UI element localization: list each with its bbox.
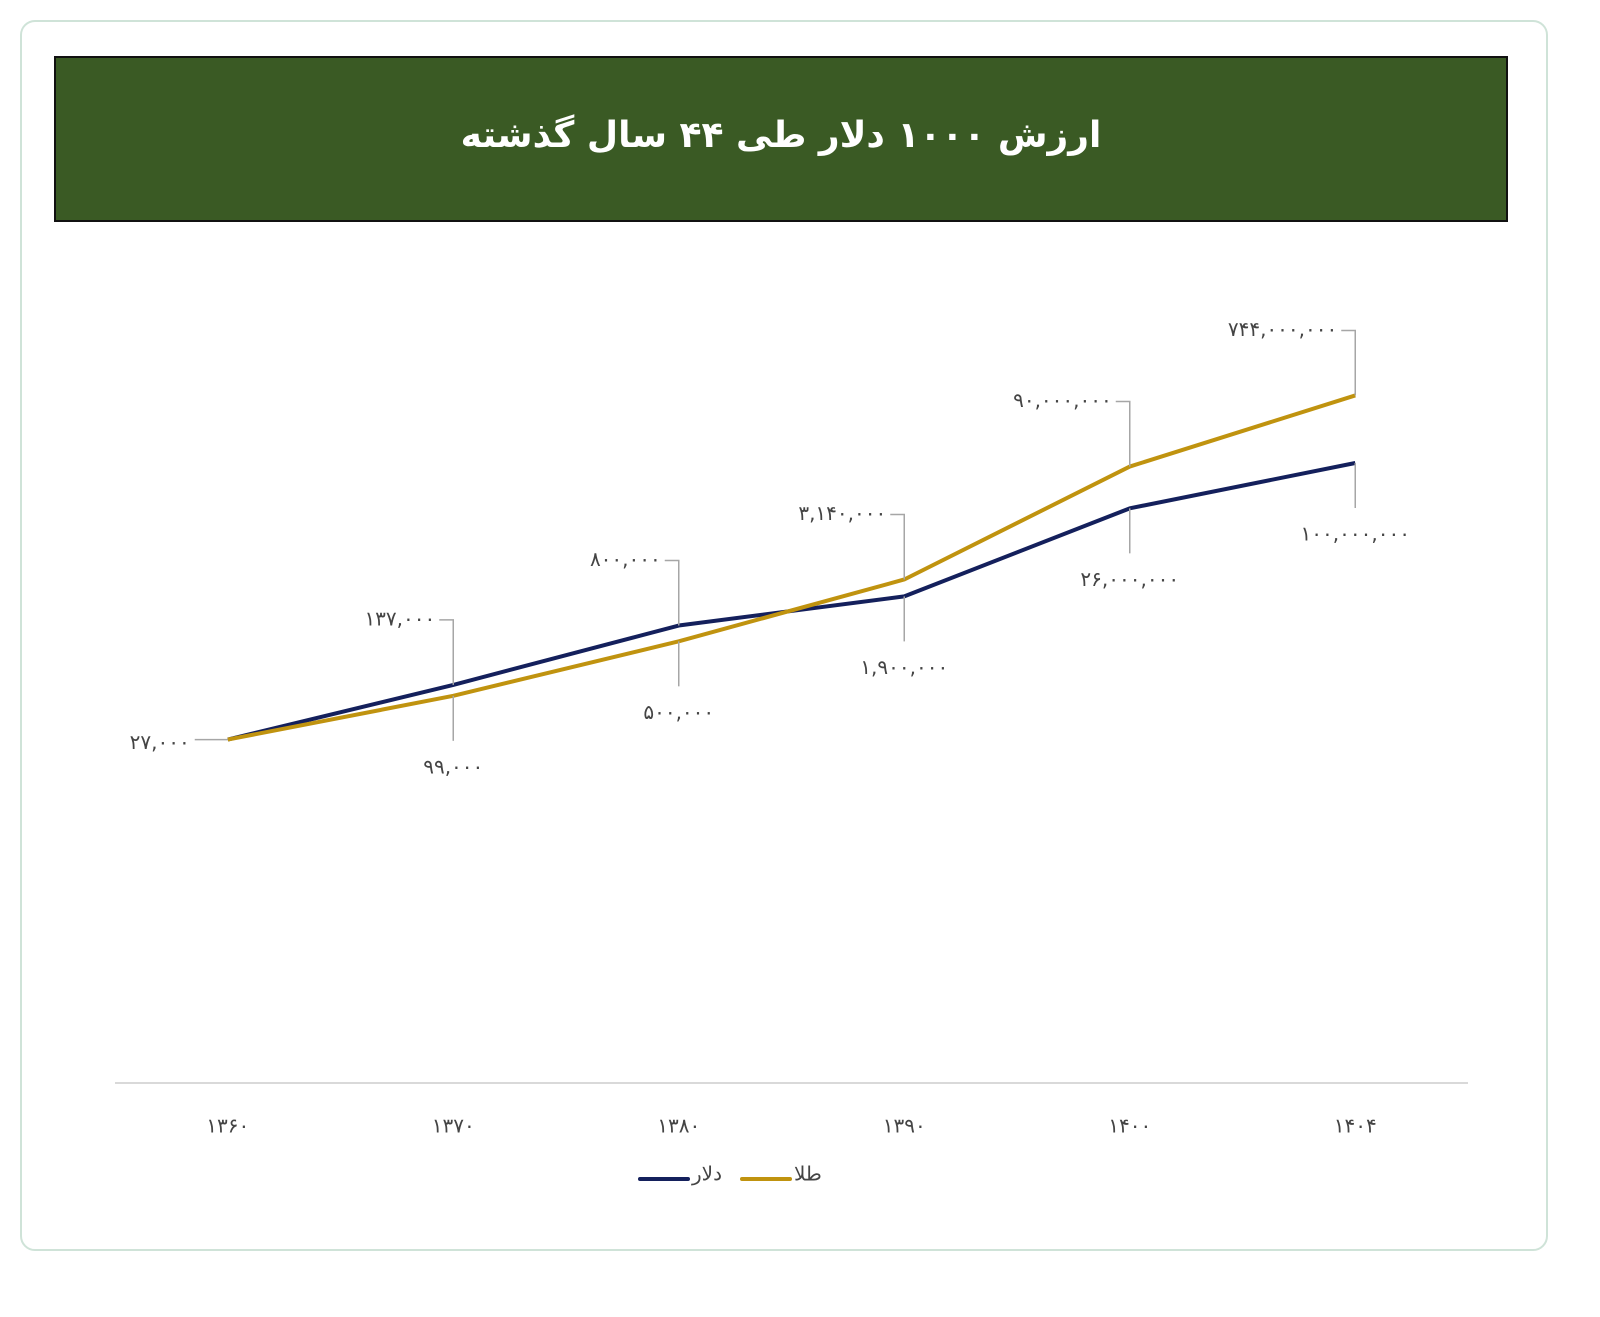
data-label: ۷۴۴,۰۰۰,۰۰۰ bbox=[1228, 317, 1337, 341]
data-label: ۹۰,۰۰۰,۰۰۰ bbox=[1013, 388, 1112, 412]
legend-label: دلار bbox=[691, 1162, 722, 1186]
data-label: ۸۰۰,۰۰۰ bbox=[590, 547, 661, 571]
x-tick-label: ۱۳۹۰ bbox=[883, 1114, 926, 1138]
x-tick-label: ۱۳۷۰ bbox=[432, 1114, 475, 1138]
data-label: ۲۷,۰۰۰ bbox=[130, 730, 190, 754]
data-label: ۱۳۷,۰۰۰ bbox=[364, 606, 435, 630]
data-label: ۵۰۰,۰۰۰ bbox=[643, 700, 714, 724]
leader-line bbox=[664, 559, 680, 626]
x-tick-label: ۱۴۰۴ bbox=[1334, 1114, 1377, 1138]
x-tick-label: ۱۳۸۰ bbox=[657, 1114, 700, 1138]
leader-line bbox=[439, 619, 454, 685]
data-label: ۲۶,۰۰۰,۰۰۰ bbox=[1080, 567, 1179, 591]
card bbox=[20, 20, 1548, 1251]
chart-title: ارزش ۱۰۰۰ دلار طی ۴۴ سال گذشته bbox=[461, 114, 1102, 156]
leader-line bbox=[890, 513, 905, 580]
data-label: ۱,۹۰۰,۰۰۰ bbox=[860, 655, 948, 679]
leader-line bbox=[1115, 400, 1131, 467]
leader-line bbox=[1341, 329, 1356, 396]
x-tick-label: ۱۳۶۰ bbox=[206, 1114, 249, 1138]
x-tick-label: ۱۴۰۰ bbox=[1108, 1114, 1151, 1138]
legend-label: طلا bbox=[794, 1162, 822, 1186]
data-label: ۹۹,۰۰۰ bbox=[423, 754, 483, 778]
line-series bbox=[227, 393, 1356, 742]
header bbox=[54, 56, 1508, 222]
data-label: ۳,۱۴۰,۰۰۰ bbox=[798, 501, 886, 525]
data-label: ۱۰۰,۰۰۰,۰۰۰ bbox=[1301, 522, 1410, 546]
